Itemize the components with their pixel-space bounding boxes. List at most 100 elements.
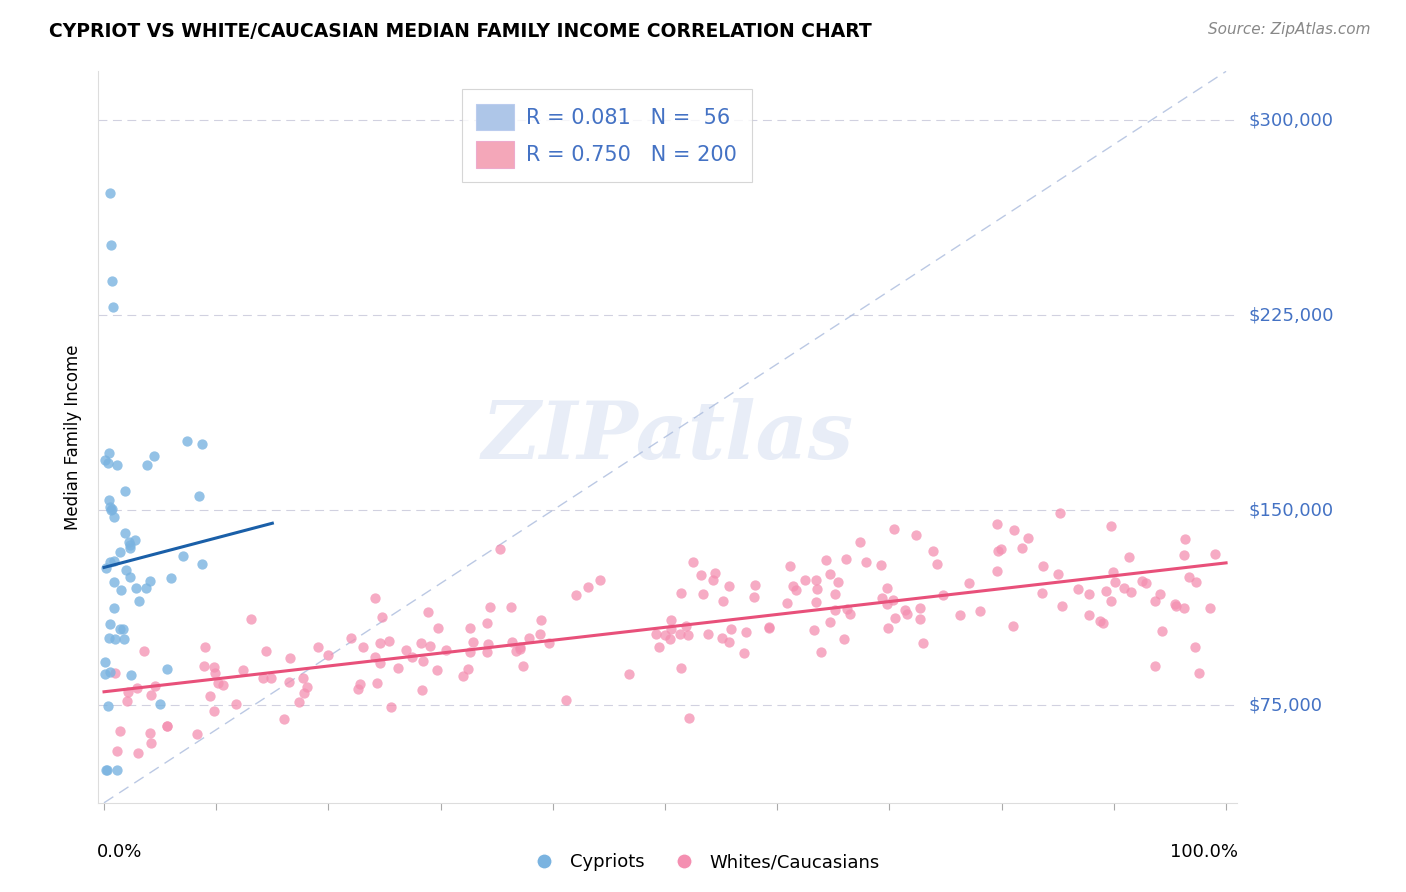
Point <box>143 449 166 463</box>
Point <box>103 553 125 567</box>
Point <box>434 642 457 657</box>
Point <box>711 593 734 607</box>
Text: $225,000: $225,000 <box>1249 306 1334 324</box>
Point <box>100 238 122 252</box>
Point <box>835 552 858 566</box>
Point <box>125 581 148 595</box>
Point <box>718 579 741 593</box>
Point <box>876 621 898 635</box>
Point <box>292 671 315 685</box>
Point <box>416 605 439 619</box>
Point <box>911 636 934 650</box>
Point <box>457 662 479 676</box>
Point <box>380 699 402 714</box>
Point <box>806 582 828 596</box>
Point <box>1092 616 1115 631</box>
Point <box>103 510 125 524</box>
Point <box>1152 624 1174 638</box>
Point <box>100 502 122 516</box>
Point <box>908 600 931 615</box>
Point <box>1017 532 1039 546</box>
Point <box>117 685 139 699</box>
Point <box>717 635 740 649</box>
Point <box>1184 640 1206 654</box>
Point <box>105 458 128 472</box>
Point <box>193 658 215 673</box>
Point <box>1050 599 1073 613</box>
Point <box>101 502 124 516</box>
Point <box>1119 585 1142 599</box>
Point <box>101 301 124 315</box>
Point <box>94 764 117 778</box>
Point <box>378 634 401 648</box>
Point <box>1032 559 1054 574</box>
Text: ZIPatlas: ZIPatlas <box>482 399 853 475</box>
Point <box>1002 619 1025 633</box>
Point <box>458 621 481 635</box>
Point <box>475 616 498 631</box>
Point <box>855 555 877 569</box>
Point <box>733 646 755 660</box>
Point <box>1046 566 1069 581</box>
Text: Source: ZipAtlas.com: Source: ZipAtlas.com <box>1208 22 1371 37</box>
Point <box>1163 597 1185 611</box>
Point <box>260 671 283 685</box>
Point <box>512 659 534 673</box>
Point <box>922 543 945 558</box>
Point <box>409 636 432 650</box>
Point <box>824 587 846 601</box>
Point <box>401 649 423 664</box>
Point <box>849 534 872 549</box>
Point <box>1104 575 1126 590</box>
Point <box>363 649 385 664</box>
Point <box>114 483 136 498</box>
Point <box>876 597 898 611</box>
Point <box>876 582 898 596</box>
Point <box>204 665 226 680</box>
Point <box>225 697 247 711</box>
Point <box>127 747 149 761</box>
Text: CYPRIOT VS WHITE/CAUCASIAN MEDIAN FAMILY INCOME CORRELATION CHART: CYPRIOT VS WHITE/CAUCASIAN MEDIAN FAMILY… <box>49 22 872 41</box>
Point <box>139 736 162 750</box>
Point <box>118 541 141 555</box>
Point <box>94 666 117 681</box>
Point <box>124 533 146 547</box>
Point <box>645 627 668 641</box>
Point <box>501 634 523 648</box>
Point <box>987 544 1010 558</box>
Point <box>104 666 127 681</box>
Point <box>1130 574 1153 588</box>
Point <box>949 607 972 622</box>
Point <box>659 613 682 627</box>
Point <box>368 656 391 670</box>
Point <box>671 586 693 600</box>
Point <box>395 643 418 657</box>
Point <box>366 676 388 690</box>
Point <box>678 628 700 642</box>
Point <box>957 575 980 590</box>
Point <box>735 625 758 640</box>
Point <box>690 567 713 582</box>
Point <box>1078 586 1101 600</box>
Point <box>810 645 832 659</box>
Point <box>176 434 198 448</box>
Point <box>112 632 135 646</box>
Point <box>135 581 157 595</box>
Point <box>136 458 159 473</box>
Point <box>758 621 780 635</box>
Point <box>1049 506 1071 520</box>
Point <box>103 632 125 646</box>
Point <box>654 627 676 641</box>
Point <box>696 626 718 640</box>
Point <box>675 619 697 633</box>
Point <box>1118 549 1140 564</box>
Point <box>307 640 329 654</box>
Point <box>207 676 229 690</box>
Point <box>806 595 828 609</box>
Point <box>1185 574 1208 589</box>
Point <box>779 558 801 573</box>
Point <box>143 680 166 694</box>
Point <box>200 689 222 703</box>
Point <box>141 688 163 702</box>
Point <box>835 602 858 616</box>
